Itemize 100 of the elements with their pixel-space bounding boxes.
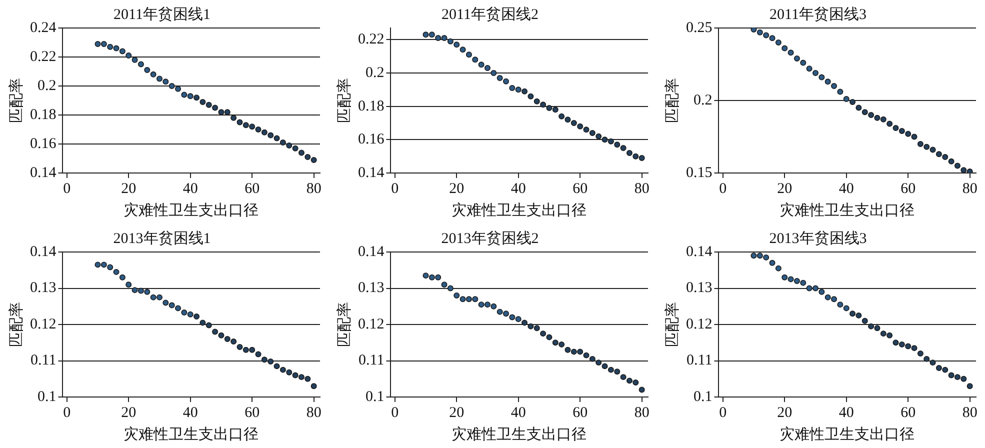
point bbox=[466, 52, 472, 58]
point bbox=[132, 287, 138, 294]
point bbox=[522, 88, 528, 94]
point bbox=[577, 348, 584, 355]
point bbox=[824, 78, 831, 85]
chart-title: 2011年贫困线3 bbox=[770, 6, 866, 23]
y-tick-label: 0.1 bbox=[38, 388, 56, 405]
x-tick-label: 20 bbox=[777, 404, 792, 421]
point bbox=[638, 155, 645, 161]
point bbox=[304, 376, 311, 382]
point bbox=[874, 325, 880, 332]
chart-title: 2011年贫困线2 bbox=[442, 6, 538, 23]
point bbox=[528, 323, 534, 330]
point bbox=[144, 67, 150, 74]
point bbox=[156, 76, 162, 82]
point bbox=[435, 35, 442, 41]
point bbox=[447, 38, 454, 44]
point bbox=[187, 93, 194, 100]
point bbox=[441, 282, 448, 288]
point bbox=[936, 365, 942, 371]
x-tick-label: 0 bbox=[391, 180, 399, 197]
point bbox=[515, 86, 522, 93]
point bbox=[168, 83, 175, 89]
point bbox=[602, 136, 608, 143]
x-tick-label: 0 bbox=[719, 180, 727, 197]
point bbox=[917, 350, 924, 356]
point bbox=[775, 265, 782, 272]
point bbox=[898, 341, 905, 348]
point bbox=[503, 310, 510, 317]
point bbox=[150, 71, 156, 78]
point bbox=[454, 292, 460, 298]
y-tick-label: 0.14 bbox=[30, 244, 57, 260]
point bbox=[564, 116, 571, 123]
point bbox=[898, 128, 905, 134]
point bbox=[200, 98, 206, 105]
point bbox=[268, 132, 274, 138]
point bbox=[917, 141, 924, 147]
point bbox=[614, 368, 620, 375]
point bbox=[224, 109, 230, 116]
point bbox=[856, 104, 862, 111]
chart-title: 2011年贫困线1 bbox=[114, 6, 210, 23]
point bbox=[496, 308, 503, 315]
point bbox=[100, 262, 107, 268]
point bbox=[94, 262, 101, 268]
point bbox=[638, 386, 645, 393]
point bbox=[310, 156, 317, 163]
point bbox=[150, 294, 156, 300]
point bbox=[800, 280, 806, 286]
y-tick-label: 0.25 bbox=[686, 20, 712, 36]
point bbox=[422, 272, 429, 279]
point bbox=[472, 296, 478, 302]
point bbox=[113, 268, 120, 275]
point bbox=[138, 61, 144, 68]
point bbox=[769, 35, 776, 42]
point bbox=[490, 70, 497, 76]
point bbox=[175, 86, 182, 92]
point bbox=[905, 343, 912, 350]
point bbox=[428, 32, 435, 38]
point bbox=[466, 296, 472, 302]
point bbox=[812, 285, 818, 292]
point bbox=[812, 70, 818, 76]
y-tick-label: 0.13 bbox=[358, 280, 384, 296]
point bbox=[119, 48, 126, 54]
point bbox=[490, 303, 497, 310]
point bbox=[534, 325, 540, 332]
y-tick-label: 0.16 bbox=[30, 136, 57, 152]
point bbox=[162, 78, 169, 85]
point bbox=[509, 314, 516, 320]
point bbox=[454, 42, 460, 48]
point bbox=[206, 322, 212, 328]
x-tick-label: 40 bbox=[838, 180, 854, 197]
point bbox=[843, 96, 850, 102]
y-tick-label: 0.24 bbox=[30, 20, 57, 36]
point bbox=[249, 124, 256, 130]
y-axis-title: 匹配率 bbox=[336, 78, 353, 123]
point bbox=[528, 93, 534, 100]
x-tick-label: 20 bbox=[777, 180, 792, 197]
point bbox=[794, 278, 800, 284]
point bbox=[274, 135, 280, 142]
point bbox=[788, 50, 794, 56]
y-tick-label: 0.18 bbox=[358, 98, 384, 114]
point bbox=[298, 150, 304, 156]
point bbox=[558, 113, 565, 120]
point bbox=[954, 162, 960, 169]
point bbox=[249, 346, 256, 353]
point bbox=[522, 320, 528, 326]
point bbox=[626, 150, 632, 156]
x-tick-label: 20 bbox=[449, 404, 464, 421]
point bbox=[126, 52, 132, 59]
x-tick-label: 80 bbox=[962, 180, 978, 197]
point bbox=[552, 106, 558, 113]
point bbox=[911, 345, 918, 352]
point bbox=[194, 94, 200, 101]
point bbox=[806, 66, 812, 72]
point bbox=[515, 316, 522, 322]
point bbox=[632, 380, 639, 386]
point bbox=[218, 332, 224, 338]
point bbox=[788, 276, 794, 282]
point bbox=[850, 98, 856, 105]
x-tick-label: 80 bbox=[306, 404, 322, 421]
